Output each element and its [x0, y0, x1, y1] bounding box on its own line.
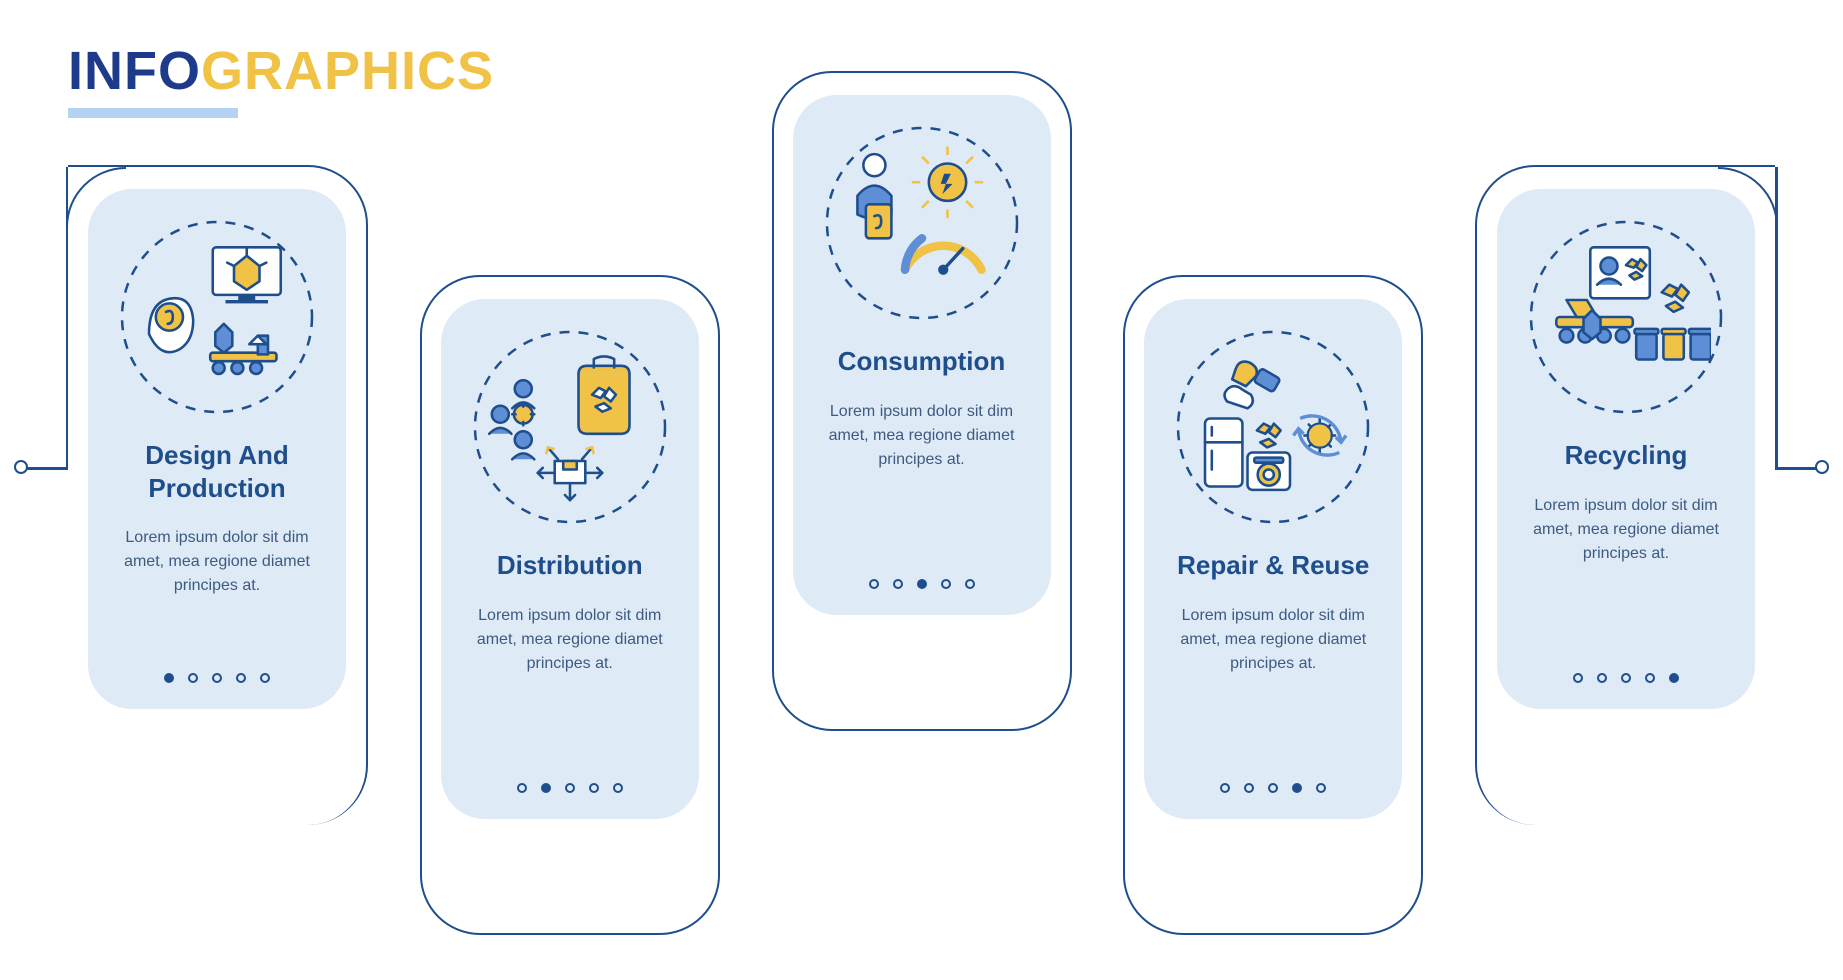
progress-dot — [1244, 783, 1254, 793]
progress-dot — [1573, 673, 1583, 683]
card-3: Consumption Lorem ipsum dolor sit dim am… — [772, 71, 1072, 731]
card-4: Repair & Reuse Lorem ipsum dolor sit dim… — [1123, 275, 1423, 935]
card-body: Lorem ipsum dolor sit dim amet, mea regi… — [108, 526, 326, 598]
recycling-icon — [1526, 217, 1726, 417]
progress-dot — [893, 579, 903, 589]
distribution-icon — [470, 327, 670, 527]
progress-dot — [965, 579, 975, 589]
card-5: Recycling Lorem ipsum dolor sit dim amet… — [1475, 165, 1775, 825]
card-title: Distribution — [497, 549, 643, 582]
progress-dot — [164, 673, 174, 683]
progress-dots — [164, 673, 270, 683]
progress-dot — [212, 673, 222, 683]
card-inner: Distribution Lorem ipsum dolor sit dim a… — [441, 299, 699, 819]
progress-dot — [517, 783, 527, 793]
progress-dot — [1669, 673, 1679, 683]
card-title: Consumption — [838, 345, 1006, 378]
title-underline — [68, 108, 238, 118]
connector-end-dot — [14, 460, 28, 474]
card-inner: Recycling Lorem ipsum dolor sit dim amet… — [1497, 189, 1755, 709]
card-title: Repair & Reuse — [1177, 549, 1369, 582]
title-word-1: INFO — [68, 41, 201, 101]
progress-dot — [1597, 673, 1607, 683]
card-inner: Consumption Lorem ipsum dolor sit dim am… — [793, 95, 1051, 615]
progress-dot — [1220, 783, 1230, 793]
card-body: Lorem ipsum dolor sit dim amet, mea regi… — [1517, 494, 1735, 566]
progress-dot — [565, 783, 575, 793]
card-1: Design And Production Lorem ipsum dolor … — [68, 165, 368, 825]
cards-row: Design And Production Lorem ipsum dolor … — [68, 165, 1775, 935]
progress-dots — [1573, 673, 1679, 683]
progress-dot — [1268, 783, 1278, 793]
progress-dot — [541, 783, 551, 793]
progress-dot — [869, 579, 879, 589]
progress-dot — [613, 783, 623, 793]
connector-line — [24, 467, 68, 470]
progress-dots — [869, 579, 975, 589]
design-icon — [117, 217, 317, 417]
progress-dot — [1621, 673, 1631, 683]
card-body: Lorem ipsum dolor sit dim amet, mea regi… — [461, 604, 679, 676]
progress-dots — [517, 783, 623, 793]
consumption-icon — [822, 123, 1022, 323]
card-body: Lorem ipsum dolor sit dim amet, mea regi… — [1164, 604, 1382, 676]
repair-icon — [1173, 327, 1373, 527]
progress-dot — [188, 673, 198, 683]
card-body: Lorem ipsum dolor sit dim amet, mea regi… — [813, 400, 1031, 472]
progress-dot — [1645, 673, 1655, 683]
progress-dot — [1292, 783, 1302, 793]
progress-dots — [1220, 783, 1326, 793]
progress-dot — [236, 673, 246, 683]
progress-dot — [941, 579, 951, 589]
progress-dot — [260, 673, 270, 683]
card-title: Recycling — [1565, 439, 1688, 472]
progress-dot — [1316, 783, 1326, 793]
card-inner: Repair & Reuse Lorem ipsum dolor sit dim… — [1144, 299, 1402, 819]
card-title: Design And Production — [108, 439, 326, 504]
page-title: INFOGRAPHICS — [68, 40, 494, 102]
progress-dot — [589, 783, 599, 793]
card-2: Distribution Lorem ipsum dolor sit dim a… — [420, 275, 720, 935]
header: INFOGRAPHICS — [68, 40, 494, 118]
connector-line — [1775, 467, 1819, 470]
card-inner: Design And Production Lorem ipsum dolor … — [88, 189, 346, 709]
title-word-2: GRAPHICS — [201, 41, 494, 101]
connector-end-dot — [1815, 460, 1829, 474]
progress-dot — [917, 579, 927, 589]
